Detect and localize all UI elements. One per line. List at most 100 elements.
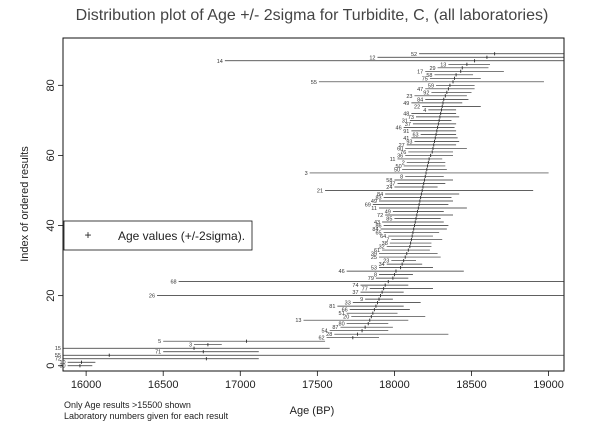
lab-label-84: 84 xyxy=(377,192,383,198)
lab-label-39: 39 xyxy=(371,252,377,258)
lab-label-26: 26 xyxy=(149,294,155,300)
lab-label-87: 87 xyxy=(332,325,338,331)
lab-label-61: 61 xyxy=(374,248,380,254)
x-tick-label-16500: 16500 xyxy=(148,379,179,391)
lab-label-49: 49 xyxy=(385,210,391,216)
lab-label-3: 3 xyxy=(305,171,308,177)
lab-label-20: 20 xyxy=(343,315,349,321)
lab-label-48: 48 xyxy=(403,111,409,117)
lab-label-9: 9 xyxy=(360,297,363,303)
lab-label-58: 58 xyxy=(426,73,432,79)
y-tick-label-80: 80 xyxy=(45,79,57,91)
y-axis: 0 20 40 60 80 xyxy=(45,79,63,369)
lab-label-34: 34 xyxy=(379,262,385,268)
x-tick-label-17000: 17000 xyxy=(225,379,256,391)
lab-label-66: 66 xyxy=(342,308,348,314)
plot-area: 3010725571153562285487801320516681339263… xyxy=(55,37,565,372)
lab-label-47: 47 xyxy=(417,87,423,93)
lab-label-84: 84 xyxy=(417,97,423,103)
lab-label-49: 49 xyxy=(371,199,377,205)
lab-label-84: 84 xyxy=(372,227,378,233)
lab-label-22: 22 xyxy=(414,104,420,110)
error-bars xyxy=(63,53,564,367)
lab-label-60: 60 xyxy=(397,146,403,152)
chart-title: Distribution plot of Age +/- 2sigma for … xyxy=(76,7,549,24)
y-tick-label-60: 60 xyxy=(45,149,57,161)
lab-label-23: 23 xyxy=(406,94,412,100)
lab-label-29: 29 xyxy=(429,66,435,72)
lab-label-37: 37 xyxy=(352,290,358,296)
x-axis-label: Age (BP) xyxy=(290,405,335,417)
lab-label-14: 14 xyxy=(217,59,223,65)
lab-label-93: 93 xyxy=(406,139,412,145)
lab-label-50: 50 xyxy=(396,164,402,170)
x-tick-label-18500: 18500 xyxy=(456,379,487,391)
lab-label-85: 85 xyxy=(386,217,392,223)
lab-label-81: 81 xyxy=(329,304,335,310)
lab-label-49: 49 xyxy=(403,101,409,107)
lab-label-46: 46 xyxy=(339,269,345,275)
lab-label-12: 12 xyxy=(369,55,375,61)
y-tick-label-0: 0 xyxy=(45,363,57,369)
lab-label-21: 21 xyxy=(317,188,323,194)
legend-marker-icon: + xyxy=(84,228,91,242)
x-tick-label-18000: 18000 xyxy=(379,379,410,391)
lab-label-72: 72 xyxy=(55,357,61,363)
lab-label-13: 13 xyxy=(295,318,301,324)
note-line-1: Only Age results >15500 shown xyxy=(64,400,191,410)
lab-label-31: 31 xyxy=(402,118,408,124)
lab-label-58: 58 xyxy=(386,178,392,184)
lab-label-76: 76 xyxy=(400,150,406,156)
lab-label-5: 5 xyxy=(158,339,161,345)
lab-label-36: 36 xyxy=(397,153,403,159)
lab-label-55: 55 xyxy=(55,353,61,359)
lab-label-71: 71 xyxy=(155,350,161,356)
lab-label-23: 23 xyxy=(383,259,389,265)
lab-number-labels: 3010725571153562285487801320516681339263… xyxy=(55,52,447,370)
lab-label-24: 24 xyxy=(386,185,392,191)
lab-label-53: 53 xyxy=(371,266,377,272)
lab-label-77: 77 xyxy=(362,287,368,293)
lab-label-51: 51 xyxy=(339,311,345,317)
lab-label-8: 8 xyxy=(374,273,377,279)
lab-label-65: 65 xyxy=(376,231,382,237)
lab-label-32: 32 xyxy=(379,245,385,251)
lab-label-73: 73 xyxy=(408,115,414,121)
lab-label-41: 41 xyxy=(403,136,409,142)
lab-label-74: 74 xyxy=(352,283,358,289)
lab-label-37: 37 xyxy=(405,122,411,128)
lab-label-30: 30 xyxy=(59,364,65,370)
y-tick-label-20: 20 xyxy=(45,290,57,302)
lab-label-80: 80 xyxy=(339,322,345,328)
lab-label-13: 13 xyxy=(440,62,446,68)
lab-label-83: 83 xyxy=(376,195,382,201)
lab-label-79: 79 xyxy=(368,276,374,282)
lab-label-91: 91 xyxy=(403,129,409,135)
lab-label-2: 2 xyxy=(402,160,405,166)
lab-label-86: 86 xyxy=(376,224,382,230)
lab-label-52: 52 xyxy=(411,52,417,58)
x-tick-label-17500: 17500 xyxy=(302,379,333,391)
lab-label-75: 75 xyxy=(422,76,428,82)
lab-label-46: 46 xyxy=(396,125,402,131)
lab-label-69: 69 xyxy=(365,203,371,209)
lab-label-54: 54 xyxy=(322,329,328,335)
lab-label-15: 15 xyxy=(55,346,61,352)
lab-label-92: 92 xyxy=(423,90,429,96)
legend-box xyxy=(63,220,253,251)
x-axis: 16000 16500 17000 17500 18000 18500 19000 xyxy=(71,371,564,391)
lab-label-7: 7 xyxy=(386,238,389,244)
lab-label-3: 3 xyxy=(189,343,192,349)
note-line-2: Laboratory numbers given for each result xyxy=(64,411,229,421)
lab-label-25: 25 xyxy=(371,255,377,261)
lab-label-11: 11 xyxy=(371,206,377,212)
lab-label-38: 38 xyxy=(382,241,388,247)
plot-frame xyxy=(62,37,565,372)
lab-label-37: 37 xyxy=(389,181,395,187)
y-tick-label-40: 40 xyxy=(45,219,57,231)
legend: + Age values (+/-2sigma). xyxy=(63,220,253,251)
age-markers xyxy=(79,52,496,368)
lab-label-17: 17 xyxy=(417,69,423,75)
lab-label-43: 43 xyxy=(374,220,380,226)
